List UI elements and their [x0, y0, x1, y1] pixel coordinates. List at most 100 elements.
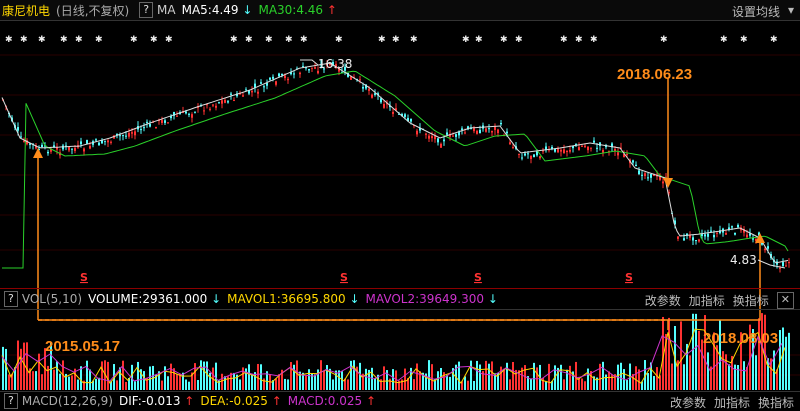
volume-bar: [410, 367, 412, 390]
volume-bar: [656, 367, 658, 390]
volume-bar: [203, 361, 205, 390]
help-button[interactable]: ?: [139, 2, 154, 18]
vol-change-params-button[interactable]: 改参数: [644, 294, 681, 308]
candle-body: [335, 64, 337, 68]
volume-bar: [572, 371, 574, 390]
volume-bar: [521, 367, 523, 390]
candle-body: [278, 73, 280, 77]
volume-bar: [293, 364, 295, 390]
candle-body: [338, 67, 340, 72]
candle-body: [185, 111, 187, 114]
candle-body: [329, 63, 331, 65]
candle-body: [83, 148, 85, 152]
candle-body: [767, 246, 769, 249]
volume-bar: [311, 373, 313, 390]
volume-bar: [506, 362, 508, 390]
volume-bar: [500, 366, 502, 390]
macd-help-button[interactable]: ?: [4, 393, 18, 409]
volume-bar: [662, 316, 664, 390]
macd-switch-indicator-button[interactable]: 换指标: [757, 396, 794, 410]
volume-bar: [218, 380, 220, 390]
candle-body: [716, 232, 718, 234]
settings-ma-button[interactable]: 设置均线 ▾: [731, 3, 794, 19]
candle-body: [233, 99, 235, 101]
candle-body: [398, 113, 400, 115]
macd-add-indicator-button[interactable]: 加指标: [713, 396, 750, 410]
date-label-2015-05-17: 2015.05.17: [45, 338, 121, 355]
candle-body: [746, 234, 748, 238]
volume-bar: [752, 329, 754, 390]
candle-body: [230, 93, 232, 95]
candle-body: [245, 89, 247, 91]
candle-body: [431, 136, 433, 139]
volume-bar: [428, 360, 430, 390]
candle-body: [23, 140, 25, 142]
volume-bar: [509, 379, 511, 390]
volume-value: VOLUME:29361.000 ↓: [88, 292, 222, 306]
volume-bar: [137, 361, 139, 390]
candle-body: [566, 150, 568, 153]
candle-body: [764, 248, 766, 251]
candle-body: [611, 143, 613, 148]
volume-bar: [2, 346, 4, 390]
volume-bar: [173, 368, 175, 390]
candle-body: [719, 230, 721, 234]
candle-body: [434, 136, 436, 140]
vol-close-button[interactable]: ✕: [776, 292, 794, 309]
arrow-2018-08-line: [668, 235, 761, 321]
candle-body: [203, 110, 205, 112]
volume-bar: [635, 366, 637, 390]
volume-bar: [434, 378, 436, 390]
volume-bar: [95, 378, 97, 390]
volume-bar: [242, 367, 244, 390]
stock-name: 康尼机电: [2, 3, 51, 18]
vol-help-button[interactable]: ?: [4, 291, 18, 307]
volume-bar: [758, 318, 760, 390]
candle-body: [128, 132, 130, 137]
volume-bar: [278, 374, 280, 390]
volume-bar: [698, 330, 700, 390]
event-marker: ✱: [410, 35, 418, 45]
event-marker: ✱: [720, 35, 728, 45]
volume-bar: [209, 372, 211, 390]
candle-body: [110, 141, 112, 143]
candle-body: [272, 76, 274, 79]
volume-bar: [422, 372, 424, 390]
volume-bar: [8, 374, 10, 390]
candle-body: [308, 69, 310, 71]
volume-bar: [440, 368, 442, 390]
volume-bar: [380, 379, 382, 390]
candle-body: [506, 131, 508, 134]
volume-bar: [89, 369, 91, 390]
candle-body: [551, 146, 553, 150]
volume-bar: [284, 378, 286, 390]
candle-body: [626, 154, 628, 156]
candle-body: [728, 227, 730, 230]
ma30-line: [2, 70, 789, 269]
volume-bar: [470, 360, 472, 390]
candle-body: [686, 233, 688, 236]
candle-body: [602, 149, 604, 153]
candle-body: [95, 139, 97, 141]
candle-body: [287, 78, 289, 81]
candle-body: [701, 234, 703, 236]
candle-body: [761, 241, 763, 245]
candle-body: [167, 122, 169, 124]
vol-switch-indicator-button[interactable]: 换指标: [732, 294, 769, 308]
volume-bar: [20, 348, 22, 390]
candle-body: [86, 140, 88, 144]
event-marker: ✱: [660, 35, 668, 45]
volume-bar: [464, 376, 466, 390]
event-marker: ✱: [560, 35, 568, 45]
macd-change-params-button[interactable]: 改参数: [669, 396, 706, 410]
candle-body: [104, 140, 106, 142]
candle-body: [473, 127, 475, 132]
candle-body: [536, 151, 538, 156]
dividend-marker: S: [474, 271, 482, 284]
volume-bar: [677, 360, 679, 390]
vol-add-indicator-button[interactable]: 加指标: [688, 294, 725, 308]
candle-body: [44, 145, 46, 147]
volume-bar: [299, 371, 301, 390]
